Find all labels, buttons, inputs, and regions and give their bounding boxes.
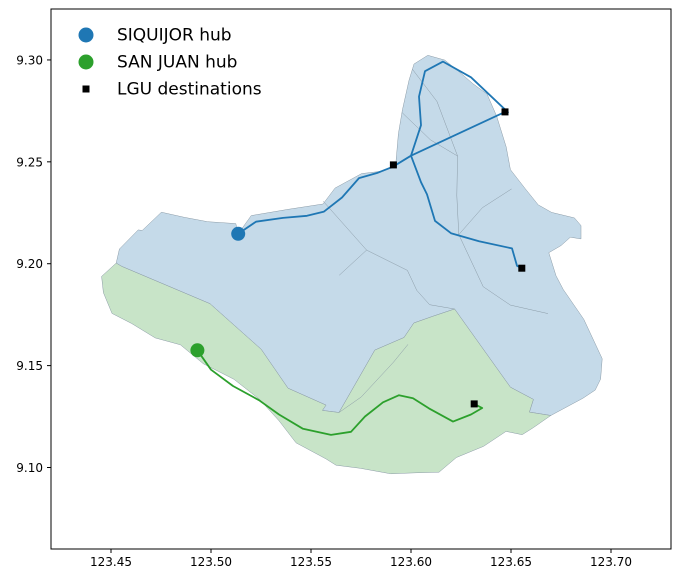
legend-label-lgu-destinations: LGU destinations [117, 80, 262, 100]
y-tick-label: 9.10 [16, 461, 43, 475]
x-tick-label: 123.70 [590, 555, 632, 569]
lgu-destination-marker [518, 264, 526, 272]
route-san-juan-hub [196, 349, 484, 436]
lgu-destination-marker [389, 161, 397, 169]
markers-layer [190, 108, 526, 408]
hub-marker-siquijor-hub [231, 226, 246, 241]
y-tick-label: 9.30 [16, 53, 43, 67]
municipal-boundary [401, 112, 549, 314]
plot-frame [50, 8, 672, 550]
x-tick-label: 123.45 [90, 555, 132, 569]
region-san-juan [101, 262, 552, 475]
lgu-destination-marker [470, 400, 478, 408]
municipal-boundary [323, 201, 455, 310]
municipal-boundary [339, 249, 367, 276]
lgu-destination-marker [501, 108, 509, 116]
legend: SIQUIJOR hub SAN JUAN hub LGU destinatio… [78, 26, 262, 100]
x-tick-label: 123.65 [490, 555, 532, 569]
municipal-boundary [458, 188, 512, 235]
legend-marker-lgu-destinations [82, 85, 90, 93]
y-tick-label: 9.25 [16, 155, 43, 169]
x-tick-label: 123.55 [290, 555, 332, 569]
regions-layer [101, 55, 603, 475]
legend-label-san-juan-hub: SAN JUAN hub [117, 53, 237, 73]
legend-marker-san-juan-hub [78, 54, 94, 70]
hub-marker-san-juan-hub [190, 343, 205, 358]
legend-marker-siquijor-hub [78, 27, 94, 43]
routes-layer [196, 60, 523, 436]
y-axis: 9.10 9.15 9.20 9.25 9.30 [16, 53, 51, 475]
legend-label-siquijor-hub: SIQUIJOR hub [117, 26, 232, 46]
municipal-boundary [338, 344, 409, 413]
y-tick-label: 9.15 [16, 359, 43, 373]
y-tick-label: 9.20 [16, 257, 43, 271]
x-tick-label: 123.60 [390, 555, 432, 569]
route-siquijor-hub [237, 60, 523, 270]
x-axis: 123.45 123.50 123.55 123.60 123.65 123.70 [90, 549, 632, 569]
x-tick-label: 123.50 [190, 555, 232, 569]
